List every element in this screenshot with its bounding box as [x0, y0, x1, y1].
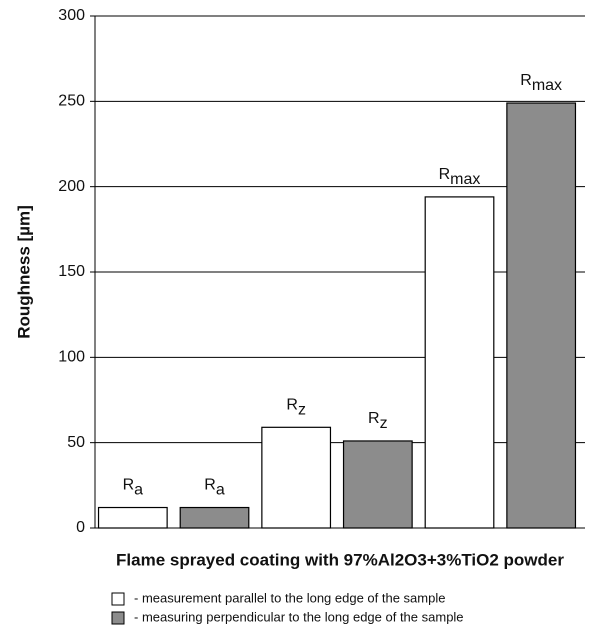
y-tick-label: 100 [58, 349, 85, 366]
y-tick-label: 250 [58, 93, 85, 110]
y-tick-label: 200 [58, 178, 85, 195]
y-tick-label: 150 [58, 263, 85, 280]
bar [342, 440, 413, 529]
x-axis-title: Flame sprayed coating with 97%Al2O3+3%Ti… [116, 550, 564, 569]
legend-label: - measuring perpendicular to the long ed… [134, 609, 464, 624]
legend-swatch [111, 611, 125, 625]
legend-label: - measurement parallel to the long edge … [134, 590, 445, 605]
bar [506, 102, 577, 529]
bar [179, 506, 250, 529]
bar [424, 196, 495, 529]
bar-label: Ra [204, 477, 225, 499]
bar-label: Rz [286, 397, 306, 419]
y-axis-title: Roughness [µm] [14, 205, 33, 339]
bar-label: Rmax [439, 166, 481, 188]
y-tick-label: 0 [76, 519, 85, 536]
y-tick-label: 50 [67, 434, 85, 451]
bar [261, 426, 332, 529]
legend-swatch [111, 592, 125, 606]
bar-label: Rz [368, 410, 388, 432]
y-tick-label: 300 [58, 7, 85, 24]
bar [97, 506, 168, 529]
bar-label: Ra [123, 477, 144, 499]
bar-label: Rmax [520, 72, 562, 94]
